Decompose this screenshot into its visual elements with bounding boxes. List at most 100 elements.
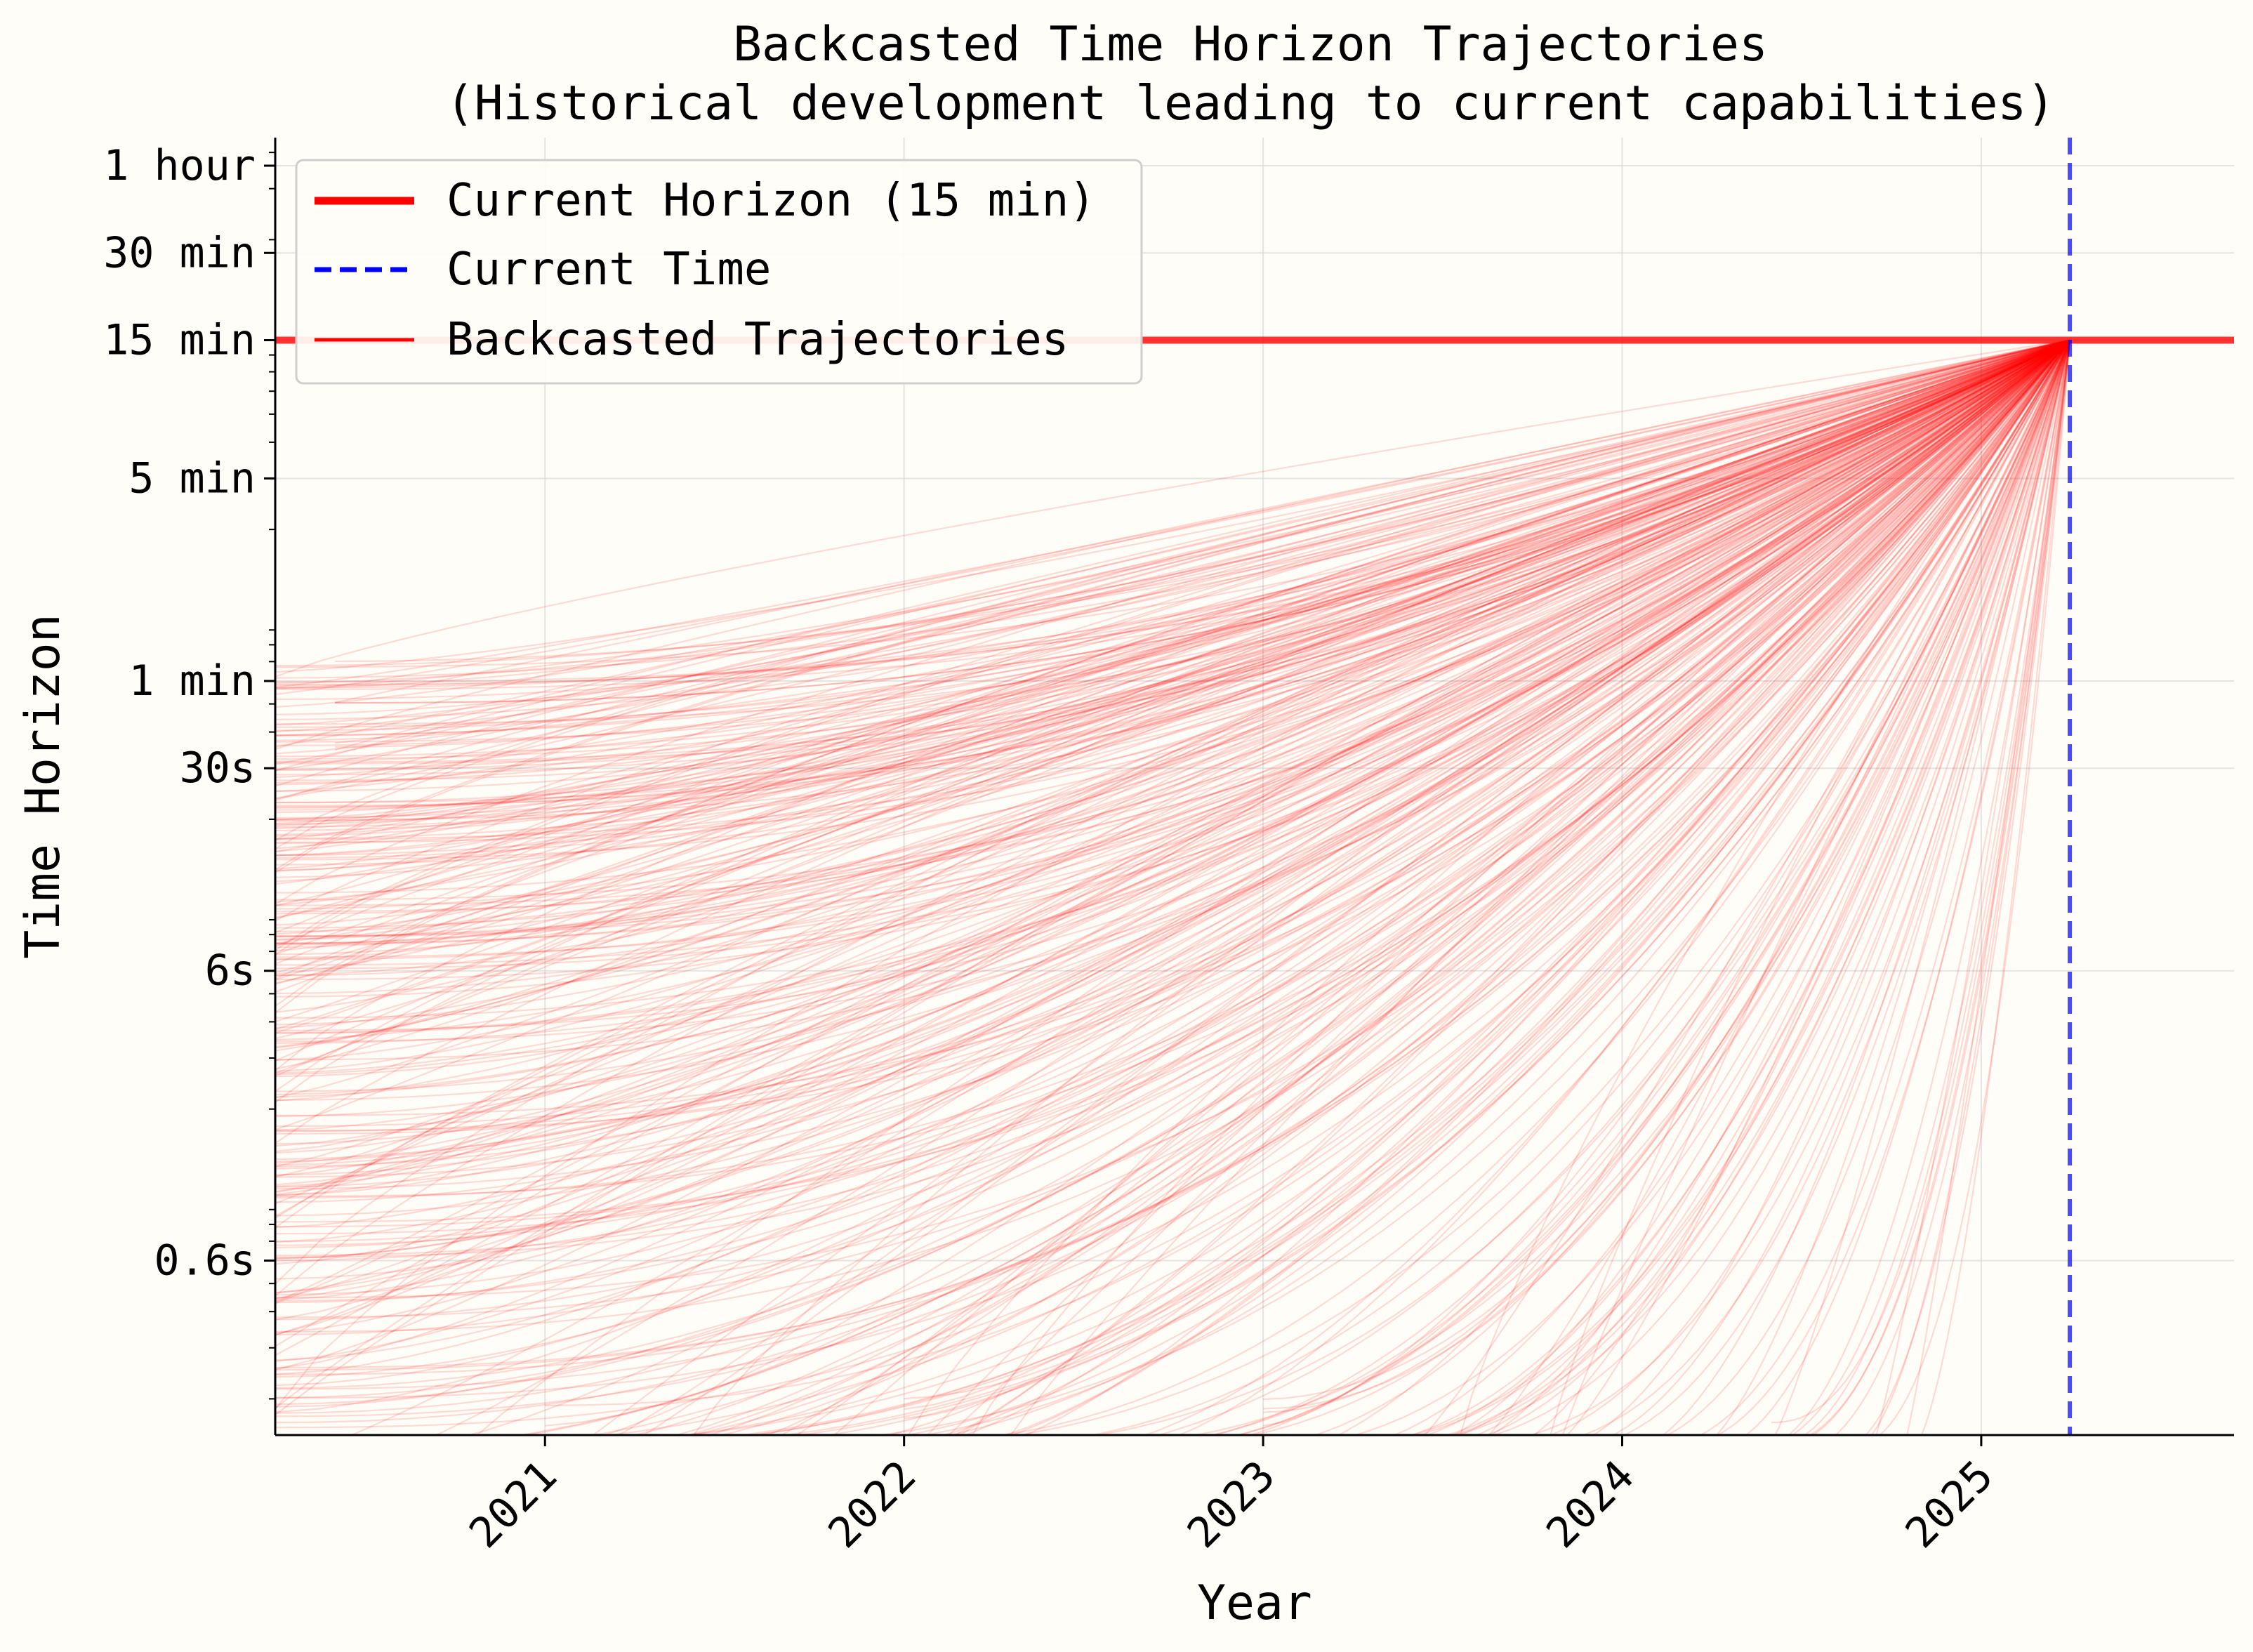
trajectory-line xyxy=(275,339,2070,1078)
trajectory-line xyxy=(275,339,2070,1164)
trajectory-line xyxy=(275,339,2070,1258)
trajectory-line xyxy=(275,339,2070,1194)
trajectory-line xyxy=(275,339,2070,1188)
trajectory-line xyxy=(1191,340,2071,1435)
trajectory-line xyxy=(275,339,2070,1031)
trajectory-line xyxy=(275,339,2070,1217)
trajectory-line xyxy=(275,339,2070,871)
trajectory-line xyxy=(334,339,2070,751)
trajectory-line xyxy=(275,339,2070,763)
trajectory-line xyxy=(275,339,2070,970)
trajectory-line xyxy=(275,339,2070,1135)
trajectory-line xyxy=(1485,340,2071,1435)
trajectory-line xyxy=(275,339,2070,786)
trajectory-line xyxy=(275,339,2070,935)
trajectory-line xyxy=(1156,340,2071,1435)
trajectory-line xyxy=(1023,339,2070,1435)
trajectory-line xyxy=(1236,340,2071,1435)
trajectory-line xyxy=(275,339,2070,689)
trajectory-line xyxy=(685,339,2070,1435)
trajectory-line xyxy=(275,339,2070,905)
trajectory-line xyxy=(275,339,2070,956)
trajectory-line xyxy=(275,339,2070,885)
trajectory-line xyxy=(275,339,2070,1399)
trajectory-line xyxy=(1920,340,2071,1435)
trajectory-line xyxy=(335,339,2070,662)
trajectory-line xyxy=(275,339,2070,715)
trajectory-line xyxy=(275,339,2070,1336)
trajectory-line xyxy=(275,339,2070,804)
trajectory-line xyxy=(275,339,2070,688)
trajectory-line xyxy=(275,339,2070,1197)
trajectory-line xyxy=(1410,340,2071,1435)
trajectory-line xyxy=(275,339,2070,741)
trajectory-line xyxy=(275,339,2070,1299)
trajectory-line xyxy=(275,339,2070,762)
trajectory-line xyxy=(275,339,2070,1048)
trajectory-line xyxy=(1834,340,2071,1435)
trajectory-line xyxy=(275,339,2070,1219)
trajectory-line xyxy=(1458,340,2071,1435)
trajectory-line xyxy=(907,339,2070,1435)
trajectory-line xyxy=(275,339,2070,871)
trajectory-line xyxy=(275,339,2070,755)
trajectory-line xyxy=(592,339,2070,1435)
trajectory-line xyxy=(275,339,2070,1145)
trajectory-line xyxy=(1312,340,2071,1435)
trajectory-line xyxy=(275,339,2070,804)
trajectory-line xyxy=(1581,340,2071,1435)
trajectory-line xyxy=(1875,340,2071,1435)
trajectory-line xyxy=(275,339,2070,1153)
trajectory-line xyxy=(275,339,2070,1410)
trajectory-line xyxy=(275,339,2070,787)
trajectory-line xyxy=(275,339,2070,1177)
trajectory-line xyxy=(275,339,2070,859)
trajectory-line xyxy=(275,339,2070,771)
trajectory-line xyxy=(275,339,2070,1098)
trajectory-line xyxy=(275,339,2070,1077)
trajectory-line xyxy=(275,339,2070,835)
trajectory-line xyxy=(275,339,2070,1203)
trajectory-line xyxy=(779,339,2070,1435)
trajectory-line xyxy=(275,339,2070,1406)
trajectory-line xyxy=(275,339,2070,870)
trajectory-line xyxy=(1211,340,2071,1435)
trajectory-line xyxy=(275,339,2070,807)
legend-label-trajectories: Backcasted Trajectories xyxy=(447,314,1069,366)
trajectory-line xyxy=(1352,340,2071,1435)
trajectory-line xyxy=(275,339,2070,951)
trajectory-line xyxy=(1773,340,2071,1435)
trajectory-line xyxy=(275,339,2070,1014)
trajectory-line xyxy=(275,339,2070,827)
trajectory-line xyxy=(275,339,2070,1319)
trajectory-line xyxy=(275,339,2070,1362)
trajectory-line xyxy=(275,339,2070,814)
trajectory-line xyxy=(632,339,2070,1435)
trajectory-line xyxy=(515,339,2070,1435)
trajectory-line xyxy=(275,339,2070,995)
trajectory-line xyxy=(275,339,2070,1336)
trajectory-line xyxy=(1715,340,2071,1435)
trajectory-line xyxy=(275,339,2070,960)
trajectory-line xyxy=(1790,340,2071,1435)
trajectory-line xyxy=(275,339,2070,1023)
backcasted-trajectories xyxy=(275,339,2071,1435)
trajectory-line xyxy=(275,339,2070,758)
trajectory-line xyxy=(275,339,2070,843)
trajectory-line xyxy=(1803,340,2071,1435)
trajectory-line xyxy=(334,339,2070,703)
trajectory-line xyxy=(545,339,2070,1427)
legend-box xyxy=(295,159,1143,385)
trajectory-line xyxy=(1263,340,2071,1413)
trajectory-line xyxy=(275,339,2070,1413)
trajectory-line xyxy=(941,339,2070,1435)
trajectory-line xyxy=(275,339,2070,1223)
trajectory-line xyxy=(275,339,2070,965)
trajectory-line xyxy=(275,339,2070,1103)
trajectory-line xyxy=(275,339,2070,732)
trajectory-line xyxy=(275,339,2070,1285)
trajectory-line xyxy=(275,339,2070,828)
trajectory-line xyxy=(275,339,2070,808)
trajectory-line xyxy=(275,339,2070,1370)
